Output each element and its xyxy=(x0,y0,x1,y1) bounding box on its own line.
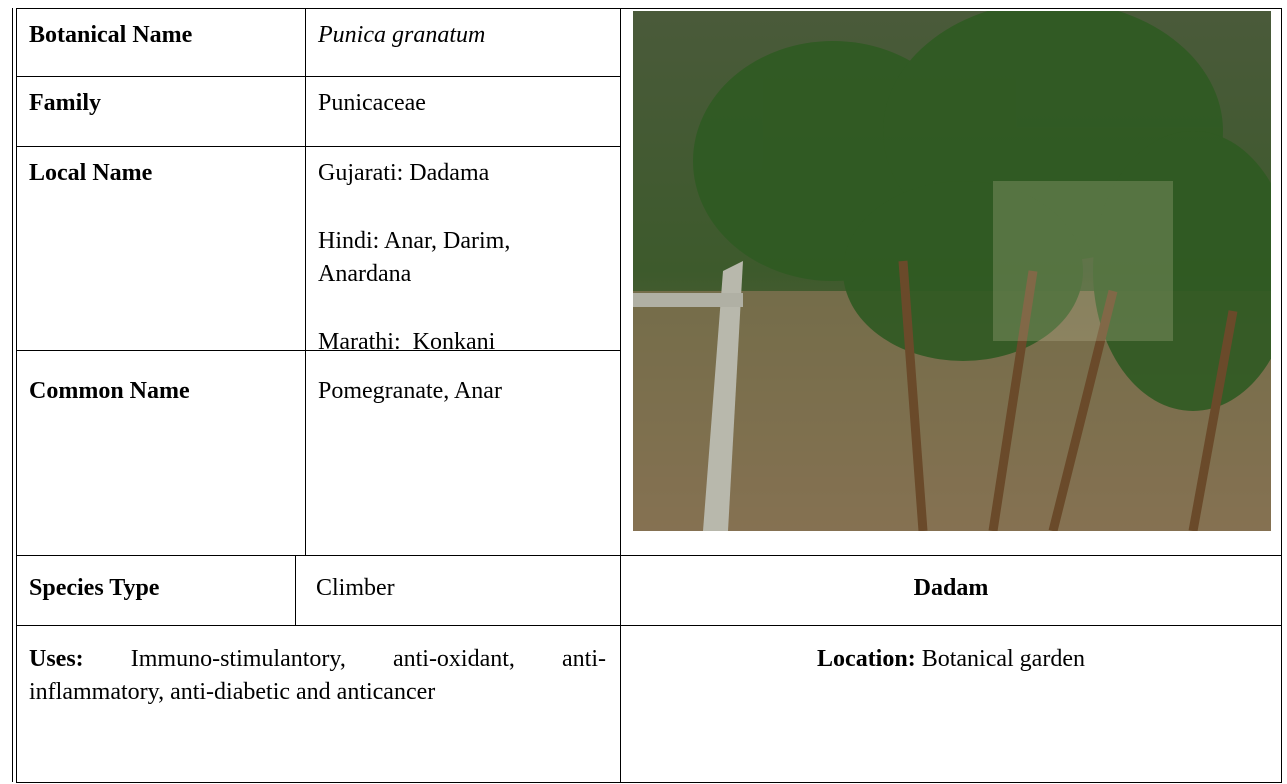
plant-photo xyxy=(633,11,1271,531)
label-cell: Common Name xyxy=(16,350,306,556)
image-caption: Dadam xyxy=(913,575,989,601)
label-cell: Species Type xyxy=(16,555,296,626)
image-cell xyxy=(620,8,1282,556)
label-cell: Botanical Name xyxy=(16,8,306,77)
value-cell: Punicaceae xyxy=(305,76,621,147)
label: Species Type xyxy=(29,575,160,601)
uses-text: Immuno-stimulantory, anti-oxidant, anti-… xyxy=(29,646,606,705)
value-cell: Gujarati: Dadama Hindi: Anar, Darim, Ana… xyxy=(305,146,621,355)
location-text: Botanical garden xyxy=(921,646,1085,672)
label-cell: Family xyxy=(16,76,306,147)
value: Punicaceae xyxy=(318,90,426,116)
location-cell: Location: Botanical garden xyxy=(620,625,1282,783)
value-cell: Punica granatum xyxy=(305,8,621,77)
label: Common Name xyxy=(29,378,190,404)
location-label: Location: xyxy=(817,646,916,672)
uses-label: Uses: xyxy=(29,646,84,672)
label: Local Name xyxy=(29,160,153,186)
value: Punica granatum xyxy=(318,22,486,48)
label: Botanical Name xyxy=(29,22,193,48)
value-cell: Climber xyxy=(295,555,621,626)
value: Hindi: Anar, Darim, Anardana xyxy=(318,228,516,287)
value: Climber xyxy=(316,575,395,601)
label-cell: Local Name xyxy=(16,146,306,351)
uses-cell: Uses: Immuno-stimulantory, anti-oxidant,… xyxy=(16,625,621,783)
value-cell: Pomegranate, Anar xyxy=(305,350,621,556)
label: Family xyxy=(29,90,101,116)
value: Pomegranate, Anar xyxy=(318,378,502,404)
caption-cell: Dadam xyxy=(620,555,1282,626)
value: Gujarati: Dadama xyxy=(318,160,490,186)
